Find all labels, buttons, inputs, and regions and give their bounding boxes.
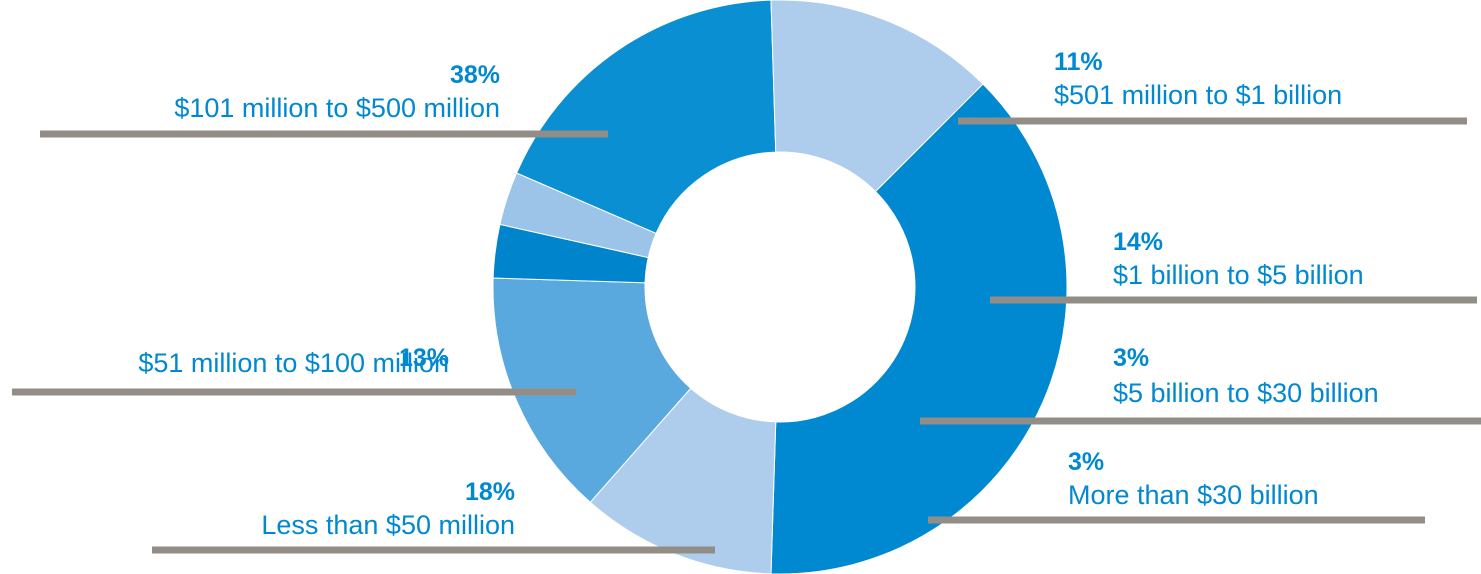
slice-percent-label: 11% xyxy=(1054,48,1103,76)
slice-percent-label: 13% xyxy=(399,344,449,372)
donut-slices xyxy=(492,0,1068,574)
slice-category-label: Less than $50 million xyxy=(261,510,515,540)
slice-labels: 38% $101 million to $500 million 11% $501 m… xyxy=(138,48,1378,540)
leader-lines xyxy=(12,117,1481,554)
slice-percent-label: 18% xyxy=(465,478,515,506)
donut-slice xyxy=(492,277,692,503)
slice-category-label: $5 billion to $30 billion xyxy=(1113,378,1379,408)
slice-category-label: $101 million to $500 million xyxy=(174,93,500,123)
slice-percent-label: 3% xyxy=(1068,448,1104,476)
donut-slice xyxy=(515,0,777,235)
donut-slice xyxy=(589,387,777,574)
slice-percent-label: 3% xyxy=(1113,344,1149,372)
slice-category-label: $501 million to $1 billion xyxy=(1054,80,1342,110)
slice-percent-label: 38% xyxy=(450,61,500,89)
slice-category-label: More than $30 billion xyxy=(1068,480,1319,510)
donut-slice xyxy=(770,0,984,193)
slice-category-label: $51 million to $100 million xyxy=(138,348,449,378)
donut-slice xyxy=(770,83,1068,574)
slice-category-label: $1 billion to $5 billion xyxy=(1113,260,1364,290)
slice-percent-label: 14% xyxy=(1113,228,1163,256)
